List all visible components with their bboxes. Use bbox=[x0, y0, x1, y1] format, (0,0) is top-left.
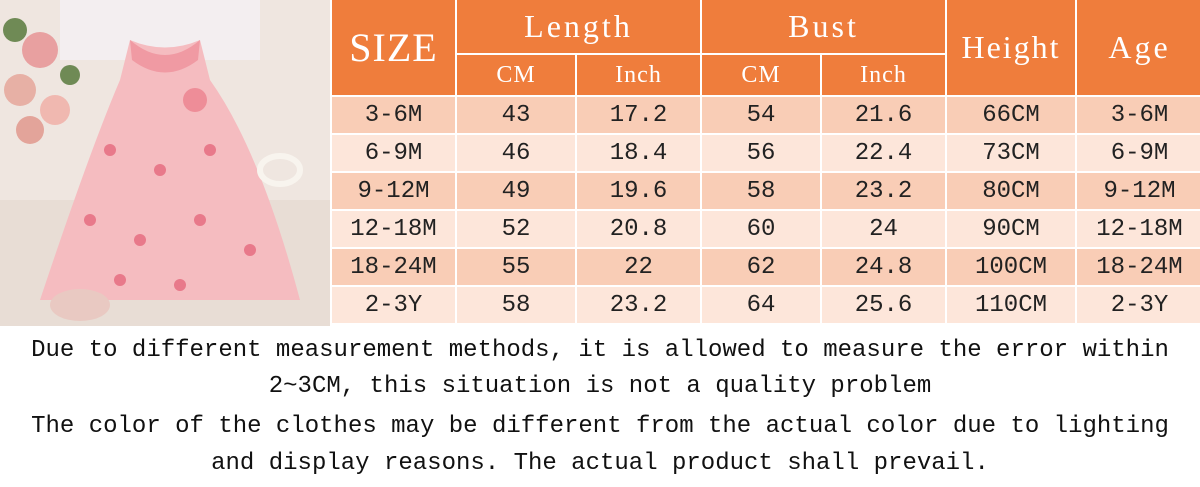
size-header: SIZE bbox=[332, 0, 455, 95]
table-cell: 60 bbox=[702, 211, 820, 247]
table-cell: 52 bbox=[457, 211, 575, 247]
table-cell: 22.4 bbox=[822, 135, 945, 171]
height-header: Height bbox=[947, 0, 1075, 95]
table-cell: 58 bbox=[457, 287, 575, 323]
table-cell: 110CM bbox=[947, 287, 1075, 323]
table-cell: 21.6 bbox=[822, 97, 945, 133]
note-line: The color of the clothes may be differen… bbox=[31, 413, 1169, 440]
table-cell: 3-6M bbox=[332, 97, 455, 133]
unit-header: Inch bbox=[822, 55, 945, 95]
age-header: Age bbox=[1077, 0, 1200, 95]
table-cell: 24.8 bbox=[822, 249, 945, 285]
product-photo bbox=[0, 0, 330, 326]
table-cell: 80CM bbox=[947, 173, 1075, 209]
table-cell: 12-18M bbox=[1077, 211, 1200, 247]
table-cell: 23.2 bbox=[577, 287, 700, 323]
table-cell: 17.2 bbox=[577, 97, 700, 133]
length-header: Length bbox=[457, 0, 700, 53]
table-cell: 9-12M bbox=[332, 173, 455, 209]
table-cell: 66CM bbox=[947, 97, 1075, 133]
table-cell: 19.6 bbox=[577, 173, 700, 209]
table-cell: 73CM bbox=[947, 135, 1075, 171]
table-cell: 23.2 bbox=[822, 173, 945, 209]
table-cell: 18.4 bbox=[577, 135, 700, 171]
table-cell: 24 bbox=[822, 211, 945, 247]
table-cell: 90CM bbox=[947, 211, 1075, 247]
table-cell: 6-9M bbox=[1077, 135, 1200, 171]
table-cell: 56 bbox=[702, 135, 820, 171]
table-cell: 12-18M bbox=[332, 211, 455, 247]
table-cell: 22 bbox=[577, 249, 700, 285]
unit-header: CM bbox=[702, 55, 820, 95]
table-cell: 9-12M bbox=[1077, 173, 1200, 209]
table-cell: 43 bbox=[457, 97, 575, 133]
table-cell: 46 bbox=[457, 135, 575, 171]
table-cell: 58 bbox=[702, 173, 820, 209]
table-cell: 2-3Y bbox=[332, 287, 455, 323]
table-cell: 100CM bbox=[947, 249, 1075, 285]
table-cell: 55 bbox=[457, 249, 575, 285]
note-line: Due to different measurement methods, it… bbox=[31, 337, 1169, 364]
table-cell: 64 bbox=[702, 287, 820, 323]
table-cell: 25.6 bbox=[822, 287, 945, 323]
note-line: 2~3CM, this situation is not a quality p… bbox=[268, 373, 932, 400]
table-cell: 18-24M bbox=[332, 249, 455, 285]
table-cell: 18-24M bbox=[1077, 249, 1200, 285]
unit-header: Inch bbox=[577, 55, 700, 95]
bust-header: Bust bbox=[702, 0, 945, 53]
table-cell: 54 bbox=[702, 97, 820, 133]
table-cell: 62 bbox=[702, 249, 820, 285]
table-cell: 49 bbox=[457, 173, 575, 209]
table-cell: 2-3Y bbox=[1077, 287, 1200, 323]
table-cell: 20.8 bbox=[577, 211, 700, 247]
unit-header: CM bbox=[457, 55, 575, 95]
table-cell: 3-6M bbox=[1077, 97, 1200, 133]
table-cell: 6-9M bbox=[332, 135, 455, 171]
note-line: and display reasons. The actual product … bbox=[211, 450, 989, 477]
